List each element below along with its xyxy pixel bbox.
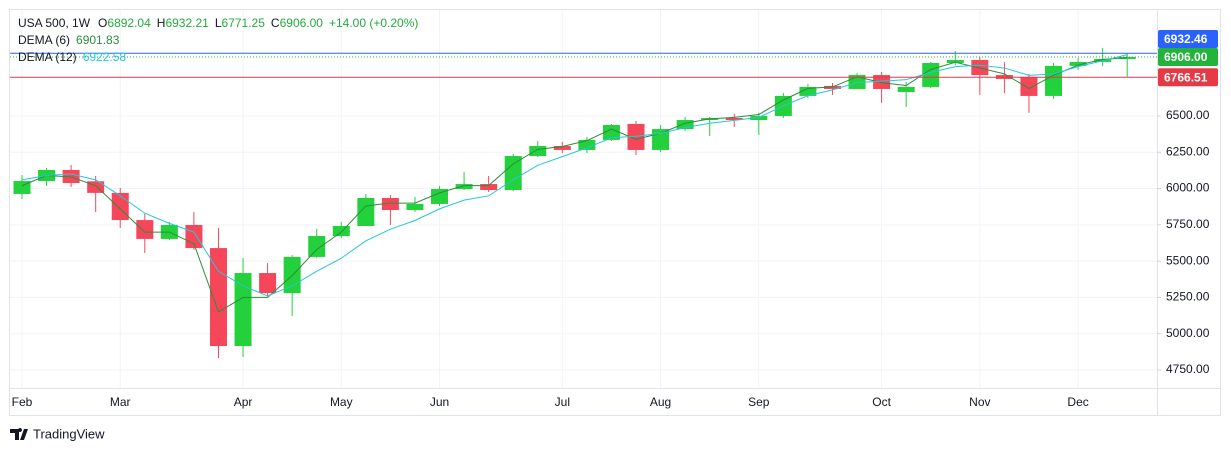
candle-body: [799, 86, 817, 96]
brand-logo: [10, 428, 28, 440]
ohlc-key: O: [98, 16, 107, 30]
candle-body: [578, 139, 596, 150]
indicator-line: [21, 54, 1128, 297]
ohlc-value: 6771.25: [222, 16, 266, 30]
candle-body: [602, 124, 620, 140]
candle-body: [946, 59, 964, 63]
ohlc-value: 6892.04: [107, 16, 151, 30]
candle-body: [234, 273, 252, 347]
x-tick-label: Feb: [12, 395, 33, 409]
candle-body: [750, 115, 768, 121]
candle-body: [504, 156, 522, 190]
legend: USA 500, 1W O6892.04 H6932.21 L6771.25 C6906…: [18, 16, 418, 64]
x-tick-label: Aug: [650, 395, 671, 409]
ohlc-key: C: [271, 16, 280, 30]
legend-entry: DEMA (12) 6922.58: [18, 50, 126, 64]
candle-body: [823, 85, 841, 89]
candle-body: [381, 197, 399, 211]
legend-value: 6901.83: [76, 33, 120, 47]
x-tick-label: Jul: [555, 395, 570, 409]
symbol: USA 500, 1W: [18, 16, 91, 30]
candle-body: [209, 248, 227, 347]
candle-body: [1020, 76, 1038, 96]
y-tick-label: 5500.00: [1166, 253, 1210, 267]
plot: [10, 47, 1157, 358]
ohlc-key: L: [215, 16, 222, 30]
legend-name: DEMA (6): [18, 33, 70, 47]
y-tick-label: 5000.00: [1166, 326, 1210, 340]
candle-body: [627, 123, 645, 150]
candle-body: [922, 62, 940, 87]
candle-body: [725, 118, 743, 121]
candle-body: [406, 203, 424, 211]
legend-entry: DEMA (6) 6901.83: [18, 33, 120, 47]
y-tick-label: 4750.00: [1166, 362, 1210, 376]
grid: [10, 10, 1157, 388]
change: +14.00 (+0.20%): [329, 16, 418, 30]
candle-body: [111, 192, 129, 221]
indicator-line: [21, 57, 1128, 313]
candle-body: [529, 146, 547, 157]
price-label-bg: [1158, 48, 1218, 67]
legend-name: DEMA (12): [18, 50, 77, 64]
brand: TradingView: [10, 426, 105, 441]
y-tick-label: 5250.00: [1166, 290, 1210, 304]
candle-body: [480, 184, 498, 190]
axes: 4750.00 5000.00 5250.00 5500.00 5750.00 6000.…: [12, 30, 1218, 409]
y-tick-label: 6250.00: [1166, 144, 1210, 158]
x-tick-label: Mar: [110, 395, 131, 409]
candle-body: [873, 75, 891, 89]
price-label-bg: [1158, 30, 1218, 49]
price-label: 6906.00: [1164, 50, 1208, 64]
candle-body: [431, 188, 449, 204]
candle-body: [455, 184, 473, 189]
brand-name: TradingView: [33, 426, 105, 441]
candle-body: [676, 120, 694, 130]
candle-body: [332, 226, 350, 237]
candle-body: [308, 236, 326, 257]
x-tick-label: Nov: [969, 395, 990, 409]
price-label: 6932.46: [1164, 32, 1208, 46]
candle-body: [897, 86, 915, 93]
x-tick-label: Apr: [234, 395, 253, 409]
x-tick-label: Jun: [430, 395, 449, 409]
candle-body: [1069, 61, 1087, 66]
legend-value: 6922.58: [83, 50, 127, 64]
price-label-bg: [1158, 68, 1218, 87]
y-tick-label: 5750.00: [1166, 217, 1210, 231]
ohlc-value: 6932.21: [165, 16, 209, 30]
ohlc-key: H: [157, 16, 166, 30]
header-line: USA 500, 1W O6892.04 H6932.21 L6771.25 C6906…: [18, 16, 418, 30]
x-tick-label: Sep: [748, 395, 770, 409]
x-tick-label: Oct: [872, 395, 891, 409]
x-tick-label: May: [330, 395, 353, 409]
price-label: 6766.51: [1164, 70, 1208, 84]
ohlc-value: 6906.00: [280, 16, 324, 30]
chart-frame: [9, 9, 1221, 416]
y-tick-label: 6000.00: [1166, 181, 1210, 195]
y-tick-label: 6500.00: [1166, 108, 1210, 122]
candle-body: [136, 220, 154, 239]
x-tick-label: Dec: [1067, 395, 1088, 409]
candle-body: [1045, 65, 1063, 96]
candle-body: [971, 59, 989, 76]
candle-body: [553, 146, 571, 150]
candle-body: [259, 273, 277, 294]
candle-body: [87, 181, 105, 193]
